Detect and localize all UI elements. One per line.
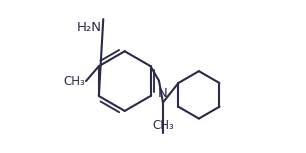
Text: CH₃: CH₃ — [152, 119, 174, 132]
Text: H₂N: H₂N — [77, 21, 102, 34]
Text: CH₃: CH₃ — [63, 75, 85, 88]
Text: N: N — [158, 87, 168, 100]
